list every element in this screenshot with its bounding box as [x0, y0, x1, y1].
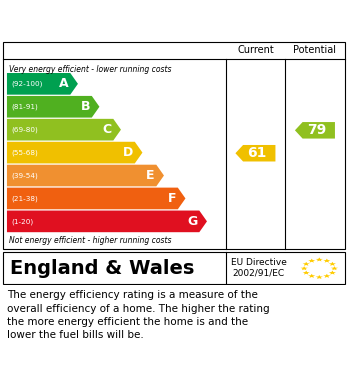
Text: The energy efficiency rating is a measure of the
overall efficiency of a home. T: The energy efficiency rating is a measur…: [7, 291, 270, 340]
Polygon shape: [7, 119, 121, 140]
Polygon shape: [302, 271, 310, 274]
Text: (81-91): (81-91): [11, 104, 38, 110]
Polygon shape: [7, 142, 142, 163]
Polygon shape: [7, 210, 207, 232]
Polygon shape: [331, 266, 338, 270]
Polygon shape: [308, 274, 315, 278]
Polygon shape: [308, 258, 315, 263]
Text: E: E: [146, 169, 155, 182]
Text: D: D: [123, 146, 133, 159]
Text: England & Wales: England & Wales: [10, 259, 195, 278]
Polygon shape: [302, 262, 310, 266]
Polygon shape: [323, 258, 331, 263]
Text: (69-80): (69-80): [11, 126, 38, 133]
Text: Very energy efficient - lower running costs: Very energy efficient - lower running co…: [9, 65, 171, 74]
Text: F: F: [168, 192, 176, 205]
Polygon shape: [316, 275, 323, 279]
Text: C: C: [102, 123, 112, 136]
Polygon shape: [7, 73, 78, 95]
Text: 61: 61: [247, 146, 267, 160]
Text: G: G: [187, 215, 198, 228]
Polygon shape: [316, 257, 323, 262]
Text: 79: 79: [307, 123, 326, 137]
Text: A: A: [59, 77, 69, 90]
Text: Energy Efficiency Rating: Energy Efficiency Rating: [10, 12, 239, 30]
Text: Not energy efficient - higher running costs: Not energy efficient - higher running co…: [9, 235, 171, 245]
Polygon shape: [7, 165, 164, 187]
Text: EU Directive
2002/91/EC: EU Directive 2002/91/EC: [231, 258, 287, 278]
Text: (92-100): (92-100): [11, 81, 42, 87]
Polygon shape: [329, 271, 336, 274]
Polygon shape: [329, 262, 336, 266]
Text: (55-68): (55-68): [11, 149, 38, 156]
Polygon shape: [235, 145, 276, 161]
Text: (1-20): (1-20): [11, 218, 33, 224]
Polygon shape: [7, 188, 185, 209]
Text: (39-54): (39-54): [11, 172, 38, 179]
Text: Current: Current: [237, 45, 274, 55]
Polygon shape: [301, 266, 308, 270]
Polygon shape: [7, 96, 100, 118]
Polygon shape: [295, 122, 335, 138]
Text: Potential: Potential: [293, 45, 337, 55]
Text: B: B: [80, 100, 90, 113]
Polygon shape: [323, 274, 331, 278]
Text: (21-38): (21-38): [11, 195, 38, 202]
